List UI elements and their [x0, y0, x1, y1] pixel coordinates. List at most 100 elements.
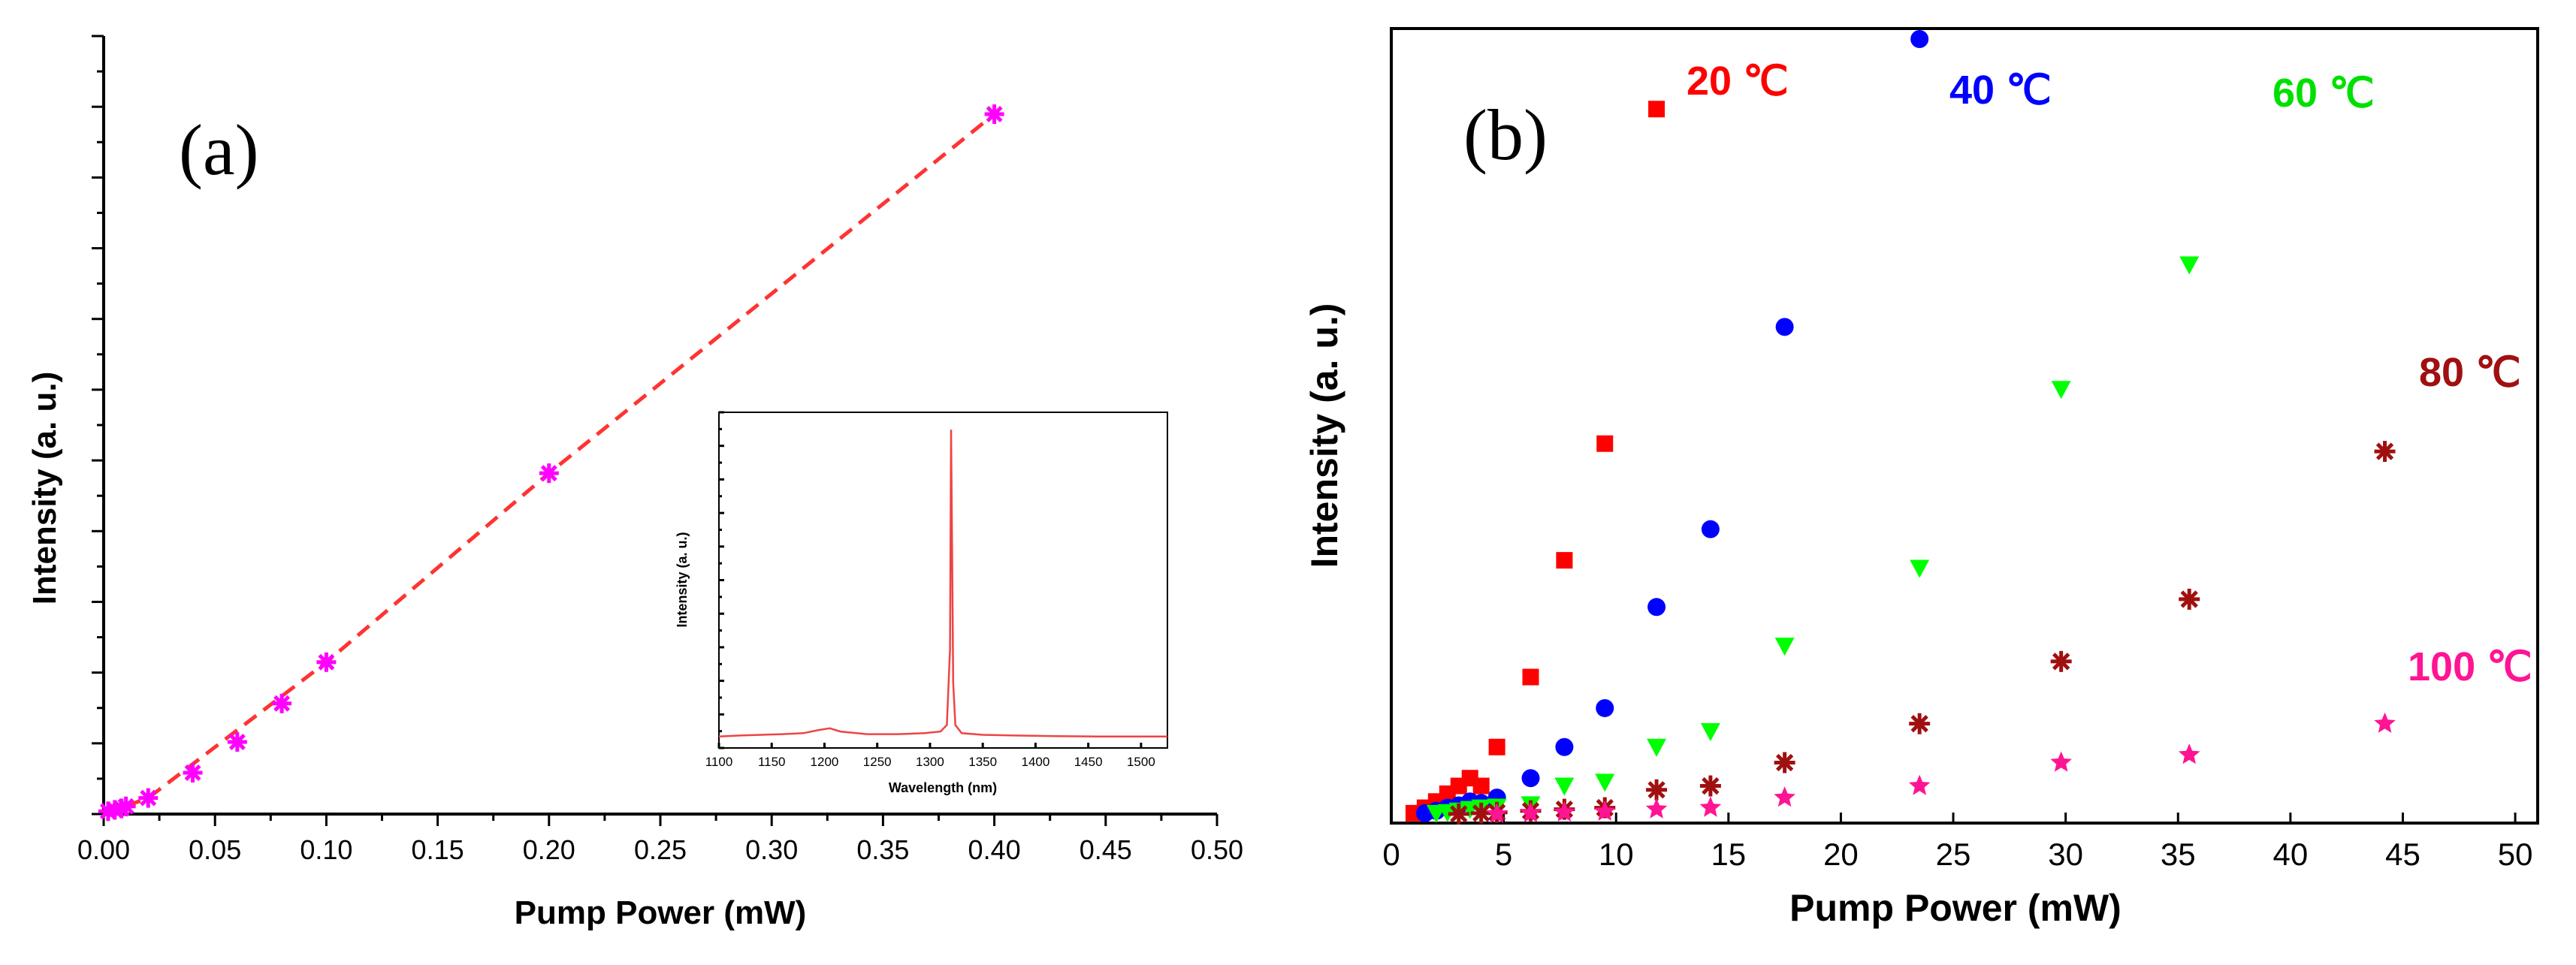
panel-b-label: (b): [1463, 95, 1548, 175]
panel-a-x-tick-label: 0.30: [745, 834, 798, 865]
panel-b-data-point: [1701, 520, 1720, 538]
panel-b-data-point: [1910, 30, 1929, 48]
panel-b-data-point: [1774, 638, 1795, 656]
panel-a-label: (a): [179, 110, 259, 190]
panel-b-data-point: [1645, 798, 1668, 819]
panel-a-data-point: [984, 104, 1004, 124]
panel-a-x-tick-label: 0.00: [77, 834, 130, 865]
legend-label-80c: 80 ℃: [2419, 350, 2521, 395]
panel-a-y-ticks: [92, 35, 104, 816]
panel-b-data-point: [1775, 318, 1794, 336]
panel-b-x-tick-label: 0: [1382, 837, 1400, 872]
inset-spectrum-line: [718, 430, 1167, 737]
panel-b-data-point: [1646, 779, 1668, 801]
inset-y-ticks: [719, 411, 724, 749]
panel-b-data-point: [1595, 774, 1615, 792]
inset-x-axis-title: Wavelength (nm): [889, 780, 997, 795]
panel-b-data-point: [1647, 598, 1666, 617]
panel-b-y-axis-title: Intensity (a. u.): [1303, 303, 1345, 568]
panel-a-x-tick-label: 0.20: [523, 834, 575, 865]
panel-b-x-tick-label: 30: [2048, 837, 2083, 872]
panel-b-data-point: [1700, 723, 1720, 742]
inset-x-ticks: 1100 1150 1200 1250 1300 1350 1400 1450 1500: [705, 743, 1155, 769]
panel-b-data-point: [1774, 752, 1795, 774]
panel-a-x-axis-title: Pump Power (mW): [515, 894, 807, 931]
inset-x-tick-label: 1100: [705, 755, 733, 769]
panel-b-data-point: [2050, 650, 2072, 672]
legend-label-100c: 100 ℃: [2408, 644, 2532, 689]
inset-spectrum: 1100 1150 1200 1250 1300 1350 1400 1450 1500 Wav…: [675, 411, 1168, 795]
panel-a-data-point: [227, 732, 247, 752]
panel-a-points: [98, 104, 1004, 822]
panel-b-data-point: [1554, 801, 1575, 822]
panel-b-data-point: [1596, 435, 1614, 452]
panel-b-data-point: [1554, 777, 1575, 796]
legend-label-60c: 60 ℃: [2272, 71, 2375, 116]
inset-y-axis-title: Intensity (a. u.): [675, 532, 690, 627]
panel-b-data-point: [1555, 737, 1574, 756]
panel-b-data-point: [1521, 769, 1540, 788]
panel-a-data-point: [116, 796, 136, 816]
panel-b-x-axis-title: Pump Power (mW): [1789, 887, 2122, 929]
panel-a-data-point: [138, 788, 159, 808]
panel-a-data-point: [316, 652, 337, 672]
panel-a-x-tick-label: 0.10: [300, 834, 352, 865]
inset-frame: [718, 412, 1168, 749]
panel-b-data-point: [2051, 381, 2071, 400]
panel-b-x-tick-label: 25: [1936, 837, 1971, 872]
inset-x-tick-label: 1450: [1074, 755, 1103, 769]
panel-b-data-point: [1648, 101, 1665, 118]
panel-b-data-point: [1910, 559, 1930, 578]
panel-a-x-tick-label: 0.25: [634, 834, 687, 865]
panel-a-data-point: [272, 693, 292, 713]
panel-a: 0.00 0.05 0.10 0.15 0.20 0.25 0.30 0.35 0.40 0.45…: [26, 35, 1243, 931]
panel-a-x-tick-label: 0.35: [856, 834, 909, 865]
panel-a-data-point: [183, 763, 203, 783]
inset-x-tick-label: 1400: [1021, 755, 1049, 769]
panel-b-data-point: [1774, 786, 1795, 807]
panel-b-data-point: [2178, 743, 2200, 764]
panel-b-data-point: [1909, 713, 1931, 734]
panel-b-x-tick-label: 15: [1711, 837, 1746, 872]
panel-b-data-point: [1908, 774, 1931, 795]
legend-label-20c: 20 ℃: [1687, 59, 1789, 104]
panel-b-x-tick-label: 50: [2498, 837, 2533, 872]
panel-a-x-tick-label: 0.15: [412, 834, 464, 865]
panel-b-data-point: [1594, 800, 1616, 821]
panel-b-data-point: [2050, 751, 2072, 772]
panel-b-x-tick-label: 40: [2273, 837, 2309, 872]
panel-b-data-point: [2374, 712, 2396, 733]
panel-b-data-point: [1470, 802, 1492, 824]
panel-b-frame: [1390, 27, 2539, 825]
panel-b: 0 5 10 15 20 25 30 35 40 45 50 (b) Pump Power (mW)…: [1303, 27, 2539, 929]
panel-a-x-tick-label: 0.40: [968, 834, 1021, 865]
panel-b-data-point: [1488, 738, 1505, 755]
panel-b-data-point: [1596, 698, 1614, 717]
panel-b-data-point: [1486, 802, 1508, 823]
panel-a-y-axis-title: Intensity (a. u.): [26, 372, 63, 605]
panel-b-data-point: [2374, 441, 2396, 463]
panel-b-data-point: [1647, 738, 1667, 757]
panel-a-x-ticks: 0.00 0.05 0.10 0.15 0.20 0.25 0.30 0.35 0.40 0.45…: [77, 814, 1243, 865]
panel-b-data-point: [2179, 256, 2200, 275]
panel-a-x-tick-label: 0.05: [189, 834, 241, 865]
panel-b-data-point: [1520, 801, 1542, 822]
panel-b-data-point: [1556, 552, 1573, 569]
panel-a-x-tick-label: 0.45: [1080, 834, 1132, 865]
panel-b-data-point: [1699, 775, 1721, 797]
panel-b-data-point: [1522, 668, 1539, 686]
inset-x-tick-label: 1500: [1127, 755, 1155, 769]
panel-b-data-point: [1472, 777, 1490, 795]
panel-a-x-tick-label: 0.50: [1191, 834, 1243, 865]
panel-b-points: [1405, 30, 2396, 825]
inset-x-tick-label: 1200: [811, 755, 839, 769]
panel-b-x-tick-label: 10: [1599, 837, 1634, 872]
panel-b-data-point: [1699, 796, 1722, 817]
inset-x-tick-label: 1300: [916, 755, 944, 769]
panel-b-data-point: [2179, 588, 2200, 610]
panel-a-data-point: [539, 463, 559, 484]
panel-b-x-tick-label: 5: [1495, 837, 1512, 872]
inset-x-tick-label: 1150: [758, 755, 786, 769]
panel-b-x-tick-label: 20: [1823, 837, 1859, 872]
